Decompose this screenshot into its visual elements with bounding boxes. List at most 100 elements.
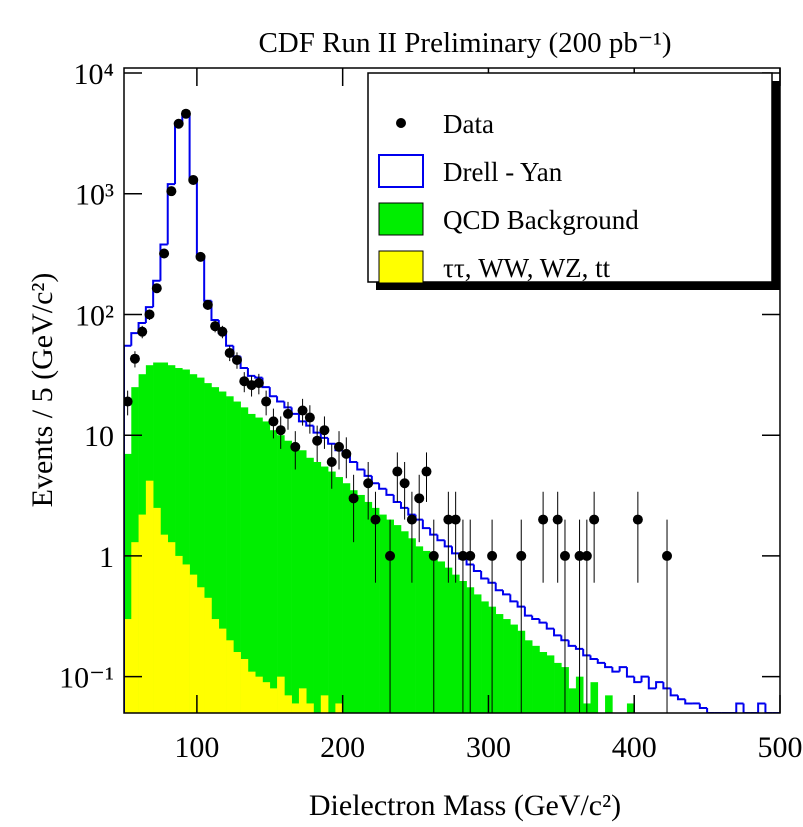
histogram-step: [764, 703, 773, 713]
histogram-step: [502, 590, 511, 596]
histogram-step: [538, 619, 547, 624]
histogram-bar: [473, 594, 482, 713]
histogram-bar: [160, 534, 169, 713]
histogram-bar: [247, 413, 256, 713]
histogram-bar: [503, 619, 511, 713]
histogram-step: [436, 534, 445, 542]
histogram-bar: [298, 450, 307, 713]
data-point: [231, 354, 242, 365]
histogram-bar: [189, 574, 198, 713]
data-point: [202, 299, 213, 310]
data-point: [559, 550, 570, 561]
histogram-bar: [131, 542, 139, 713]
data-point: [144, 309, 155, 320]
histogram-step: [356, 461, 365, 471]
histogram-bar: [167, 542, 176, 713]
histogram-bar: [226, 640, 234, 713]
histogram-bar: [452, 574, 460, 713]
data-point: [124, 396, 133, 407]
x-tick-label: 500: [758, 731, 803, 764]
legend-label: ττ, WW, WZ, tt: [443, 253, 611, 283]
data-point: [129, 353, 140, 364]
histogram-bar: [357, 494, 365, 713]
histogram-bar: [605, 695, 613, 713]
histogram-step: [378, 483, 387, 490]
histogram-bar: [371, 507, 380, 713]
histogram-step: [684, 699, 693, 705]
histogram-bar: [182, 369, 190, 713]
histogram-bar: [320, 466, 329, 713]
histogram-bar: [320, 695, 329, 713]
histogram-bar: [124, 453, 132, 713]
x-tick-label: 200: [320, 731, 365, 764]
histogram-bar: [415, 546, 424, 713]
histogram-step: [553, 628, 562, 637]
histogram-bar: [269, 430, 278, 713]
histogram-bar: [233, 652, 241, 713]
histogram-step: [225, 333, 234, 347]
chart-title: CDF Run II Preliminary (200 pb⁻¹): [258, 27, 671, 59]
y-axis-label: Events / 5 (GeV/c²): [26, 273, 59, 508]
legend-marker: [396, 118, 406, 128]
histogram-step: [429, 528, 438, 536]
histogram-step: [385, 488, 394, 496]
data-point: [574, 550, 585, 561]
legend-marker: [378, 154, 424, 188]
histogram-step: [655, 681, 664, 689]
histogram-step: [560, 635, 569, 642]
histogram-bar: [240, 659, 249, 713]
data-point: [312, 435, 323, 446]
histogram-bar: [546, 655, 555, 713]
histogram-bar: [291, 703, 300, 713]
data-point: [180, 108, 191, 119]
histogram-bar: [196, 377, 205, 713]
histogram-step: [676, 695, 686, 701]
histogram-bar: [277, 676, 285, 713]
data-point: [428, 550, 439, 561]
histogram-step: [706, 708, 715, 713]
histogram-step: [268, 387, 278, 398]
histogram-bar: [175, 555, 183, 713]
histogram-bar: [218, 391, 227, 713]
histogram-bar: [124, 619, 132, 713]
histogram-step: [604, 662, 613, 669]
histogram-step: [611, 667, 620, 673]
x-tick-label: 100: [174, 731, 219, 764]
histogram-bar: [211, 619, 220, 713]
histogram-bar: [175, 368, 183, 713]
histogram-step: [545, 622, 555, 630]
histogram-step: [203, 256, 212, 302]
x-tick-label: 300: [466, 731, 511, 764]
histogram-bar: [590, 682, 599, 713]
histogram-bar: [335, 477, 343, 713]
histogram-bar: [247, 671, 256, 713]
histogram-step: [443, 540, 452, 548]
x-axis-label: Dielectron Mass (GeV/c²): [309, 789, 621, 822]
plot-frame: [123, 67, 781, 714]
data-point: [137, 326, 148, 337]
histogram-bar: [422, 550, 431, 713]
data-point: [662, 550, 673, 561]
histogram-bar: [240, 407, 249, 713]
histogram-step: [246, 368, 256, 377]
histogram-bar: [255, 676, 263, 713]
histogram-step: [392, 494, 401, 503]
data-point: [253, 378, 264, 389]
x-tick-label: 400: [612, 731, 657, 764]
histogram-bar: [182, 564, 190, 713]
histogram-step: [669, 688, 678, 697]
data-point: [210, 321, 221, 332]
histogram-bar: [211, 387, 220, 713]
histogram-step: [494, 582, 504, 592]
data-point: [188, 174, 199, 185]
histogram-step: [640, 675, 649, 683]
data-point: [348, 493, 359, 504]
histogram-bar: [481, 601, 489, 713]
histogram-bar: [568, 688, 577, 713]
histogram-step: [363, 469, 372, 477]
histogram-bar: [262, 682, 271, 713]
histogram-step: [618, 666, 627, 672]
histogram-bar: [284, 440, 292, 713]
histogram-bar: [204, 383, 212, 713]
